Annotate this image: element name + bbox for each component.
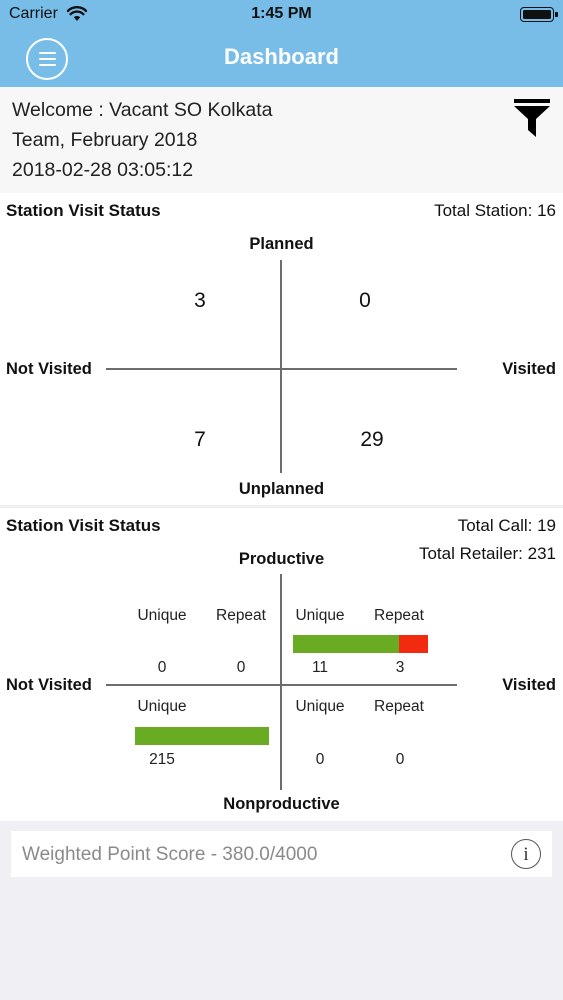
pv-unique-value: 11 — [311, 659, 329, 676]
productive-label: Productive — [238, 550, 325, 568]
weighted-score-label: Weighted Point Score - 380.0/4000 — [22, 844, 318, 865]
horizontal-axis — [106, 368, 457, 370]
pv-unique-header: Unique — [295, 607, 345, 624]
team-text: Team, February 2018 — [12, 129, 198, 151]
pv-repeat-value: 3 — [395, 659, 405, 676]
not-visited-label: Not Visited — [6, 360, 92, 378]
vertical-axis — [280, 574, 282, 790]
welcome-panel: Welcome : Vacant SO Kolkata Team, Februa… — [0, 87, 563, 193]
unplanned-visited-count: 29 — [360, 428, 384, 451]
pv-repeat-header: Repeat — [374, 607, 424, 624]
pnv-repeat-value: 0 — [236, 659, 246, 676]
pnv-unique-value: 0 — [157, 659, 167, 676]
pnv-repeat-header: Repeat — [216, 607, 266, 624]
call-status-card: Station Visit Status Total Call: 19 Tota… — [0, 508, 563, 821]
visited-label: Visited — [502, 676, 556, 694]
total-station: Total Station: 16 — [434, 201, 556, 220]
filter-icon[interactable] — [513, 99, 551, 139]
info-icon[interactable]: i — [511, 839, 541, 869]
pnv-unique-header: Unique — [137, 607, 187, 624]
not-visited-label: Not Visited — [6, 676, 92, 694]
menu-button[interactable] — [26, 38, 68, 80]
planned-not-visited-count: 3 — [194, 289, 206, 312]
wifi-icon — [67, 6, 87, 21]
battery-icon — [520, 7, 558, 22]
pv-unique-bar — [293, 635, 399, 653]
unplanned-label: Unplanned — [238, 480, 325, 498]
npv-unique-value: 0 — [315, 751, 325, 768]
npv-unique-header: Unique — [295, 698, 345, 715]
total-call: Total Call: 19 — [457, 516, 556, 535]
npv-repeat-header: Repeat — [374, 698, 424, 715]
station-visit-title: Station Visit Status — [6, 201, 161, 220]
call-status-title: Station Visit Status — [6, 516, 161, 535]
nav-bar: Dashboard — [0, 30, 563, 87]
clock: 1:45 PM — [251, 5, 312, 22]
npnv-unique-bar — [135, 727, 269, 745]
planned-visited-count: 0 — [359, 289, 371, 312]
planned-label: Planned — [249, 235, 314, 253]
carrier-label: Carrier — [9, 5, 58, 22]
npv-repeat-value: 0 — [395, 751, 405, 768]
npnv-unique-value: 215 — [149, 751, 175, 768]
vertical-axis — [280, 260, 282, 473]
welcome-text: Welcome : Vacant SO Kolkata — [12, 99, 273, 121]
station-visit-card: Station Visit Status Total Station: 16 P… — [0, 193, 563, 505]
status-bar: Carrier 1:45 PM — [0, 0, 563, 30]
horizontal-axis — [106, 684, 457, 686]
timestamp-text: 2018-02-28 03:05:12 — [12, 159, 194, 181]
unplanned-not-visited-count: 7 — [194, 428, 206, 451]
nonproductive-label: Nonproductive — [223, 795, 340, 813]
visited-label: Visited — [502, 360, 556, 378]
pv-repeat-bar — [399, 635, 428, 653]
total-retailer: Total Retailer: 231 — [418, 544, 556, 563]
weighted-score-row[interactable]: Weighted Point Score - 380.0/4000 i — [11, 831, 552, 877]
page-title: Dashboard — [224, 44, 339, 69]
npnv-unique-header: Unique — [137, 698, 187, 715]
